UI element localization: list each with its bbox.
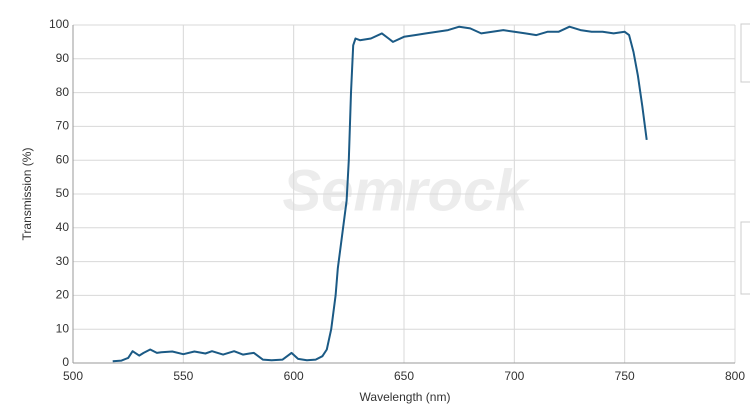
y-tick-label: 80 (56, 85, 70, 99)
data-line (112, 25, 648, 363)
y-tick-label: 100 (49, 17, 69, 31)
x-tick-label: 750 (615, 369, 635, 383)
y-tick-label: 50 (56, 186, 70, 200)
y-tick-label: 60 (56, 152, 70, 166)
x-tick-label: 800 (725, 369, 745, 383)
y-axis-label: Transmission (%) (20, 148, 34, 241)
x-tick-label: 650 (394, 369, 414, 383)
x-tick-label: 700 (504, 369, 524, 383)
side-panel (740, 221, 750, 295)
y-tick-label: 30 (56, 254, 70, 268)
y-tick-label: 10 (56, 321, 70, 335)
y-tick-label: 40 (56, 220, 70, 234)
side-panel (740, 23, 750, 83)
watermark: Semrock (282, 158, 530, 223)
y-tick-label: 90 (56, 51, 70, 65)
x-tick-label: 600 (284, 369, 304, 383)
x-tick-label: 550 (173, 369, 193, 383)
y-tick-label: 70 (56, 119, 70, 133)
y-tick-label: 0 (62, 355, 69, 369)
y-tick-label: 20 (56, 288, 70, 302)
x-tick-label: 500 (63, 369, 83, 383)
x-axis-label: Wavelength (nm) (360, 390, 451, 404)
